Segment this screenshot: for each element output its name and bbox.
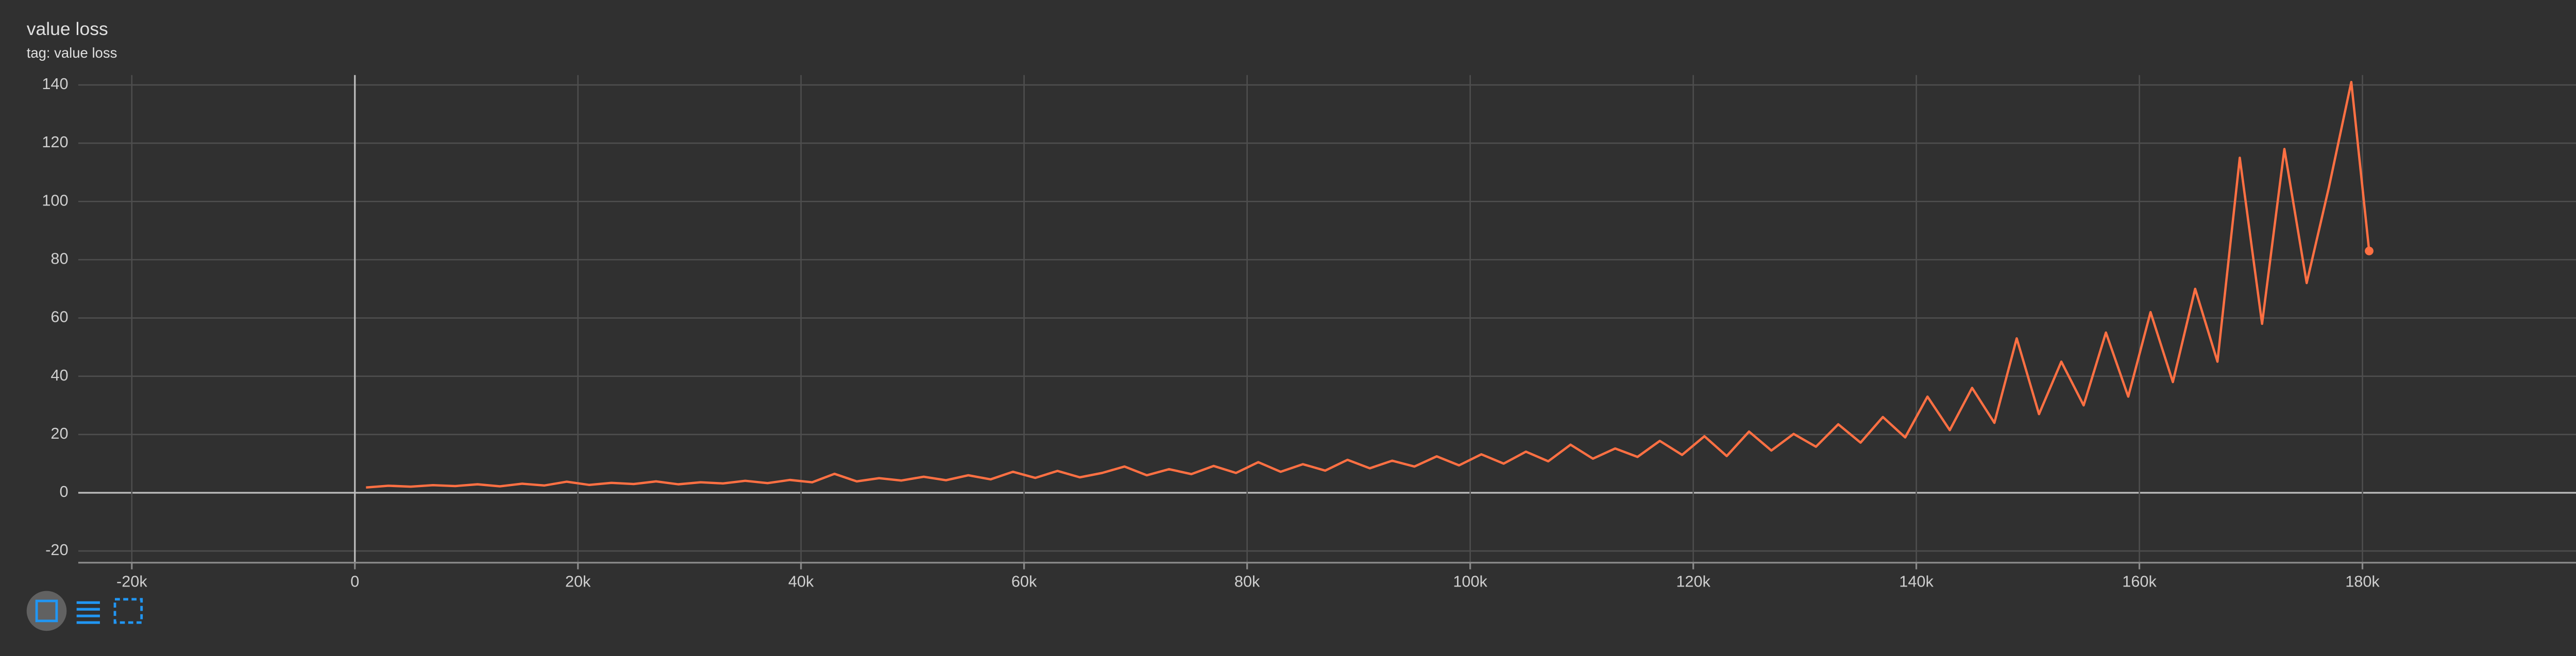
x-tick-label: 80k	[1234, 573, 1260, 591]
x-tick-label: 120k	[1676, 573, 1710, 591]
x-tick-label: 160k	[2122, 573, 2157, 591]
y-tick-label: 20	[50, 424, 68, 442]
x-tick-label: 60k	[1011, 573, 1037, 591]
x-tick-label: 20k	[565, 573, 591, 591]
plot	[366, 81, 2374, 489]
x-tick-label: 180k	[2345, 573, 2380, 591]
grid	[78, 75, 2576, 563]
x-tick-label: 100k	[1453, 573, 1487, 591]
y-tick-label: 60	[50, 308, 68, 326]
y-tick-label: 120	[42, 133, 68, 151]
y-tick-label: 40	[50, 366, 68, 384]
fit-icon	[35, 599, 58, 623]
x-tick-label: 40k	[788, 573, 814, 591]
fit-button[interactable]	[26, 591, 67, 631]
x-tick-label: 0	[350, 573, 359, 591]
data-button[interactable]	[76, 601, 100, 624]
y-tick-label: 80	[50, 249, 68, 267]
data-line	[366, 81, 2370, 489]
chart-title: value loss	[27, 19, 108, 39]
y-tick-label: -20	[45, 541, 68, 559]
y-tick-label: 0	[59, 482, 68, 500]
x-tick-label: 140k	[1899, 573, 1934, 591]
x-tick-label: -20k	[116, 573, 147, 591]
last-point	[2365, 247, 2374, 255]
y-tick-label: 140	[42, 75, 68, 93]
chart-subtitle: tag: value loss	[27, 45, 117, 61]
y-tick-label: 100	[42, 191, 68, 209]
